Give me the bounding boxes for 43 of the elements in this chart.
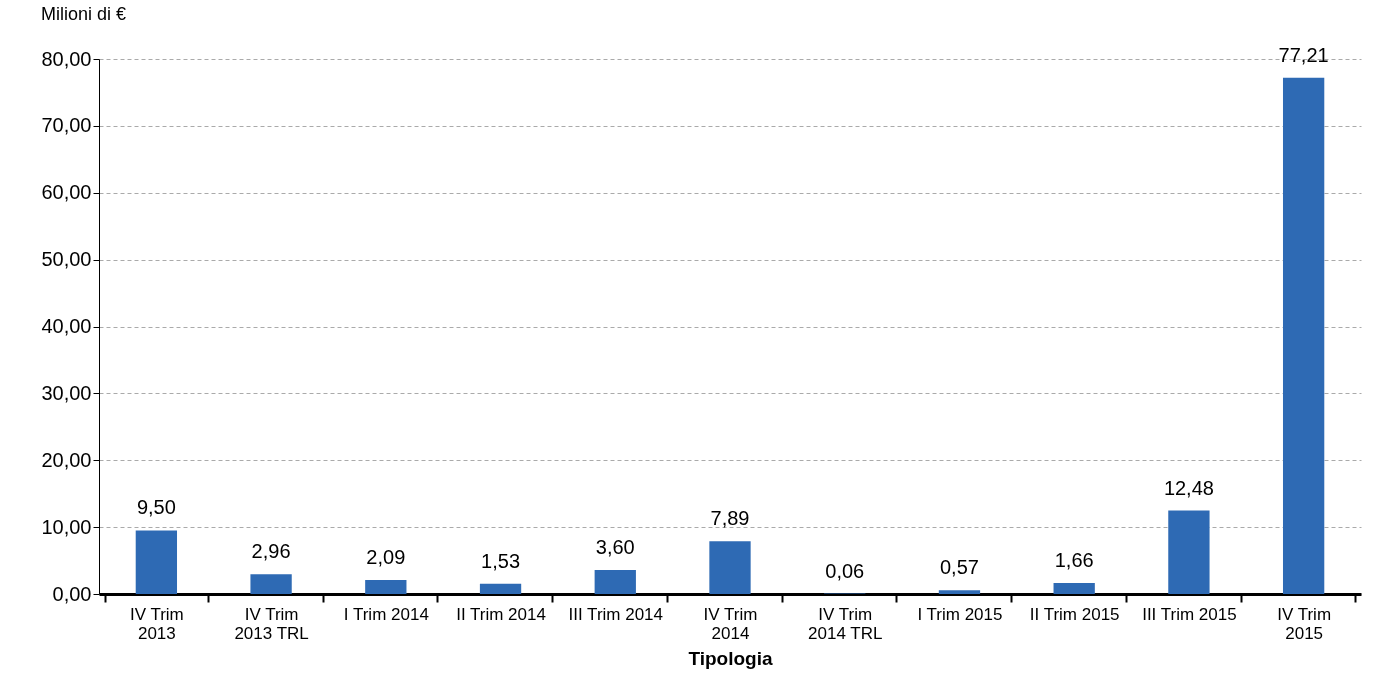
data-label: 2,09 bbox=[366, 546, 406, 569]
bar bbox=[938, 590, 981, 594]
data-label: 7,89 bbox=[710, 507, 750, 530]
y-tick-label: 80,00 bbox=[41, 47, 92, 70]
bar bbox=[709, 541, 751, 594]
bar bbox=[1053, 582, 1095, 594]
bar bbox=[250, 574, 292, 594]
data-label: 0,06 bbox=[825, 559, 865, 582]
data-label: 3,60 bbox=[595, 535, 635, 558]
x-tick-label: I Trim 2015 bbox=[917, 604, 1003, 624]
x-tick-label: I Trim 2014 bbox=[343, 604, 429, 624]
x-tick-label: IV Trim 2015 bbox=[1277, 604, 1332, 643]
data-label: 1,53 bbox=[481, 549, 521, 572]
data-label: 0,57 bbox=[939, 556, 979, 579]
y-tick-label: 60,00 bbox=[41, 181, 92, 204]
y-tick-label: 30,00 bbox=[41, 381, 92, 404]
data-label: 2,96 bbox=[251, 540, 291, 563]
x-tick-label: IV Trim 2014 bbox=[703, 604, 758, 643]
bar bbox=[1168, 510, 1210, 594]
y-tick-label: 0,00 bbox=[52, 582, 92, 605]
y-tick-label: 10,00 bbox=[41, 515, 92, 538]
x-tick-label: IV Trim 2013 TRL bbox=[234, 604, 309, 643]
x-tick-label: II Trim 2015 bbox=[1029, 604, 1120, 624]
y-axis-title: Milioni di € bbox=[40, 3, 126, 24]
data-label: 1,66 bbox=[1054, 548, 1094, 571]
bar bbox=[365, 580, 407, 594]
data-label: 12,48 bbox=[1163, 476, 1214, 499]
x-tick-label: III Trim 2014 bbox=[568, 604, 664, 624]
bar bbox=[1282, 77, 1325, 594]
y-tick-label: 20,00 bbox=[41, 448, 92, 471]
y-tick-label: 50,00 bbox=[41, 248, 92, 271]
y-tick-label: 40,00 bbox=[41, 315, 92, 337]
x-tick-label: IV Trim 2014 TRL bbox=[808, 604, 883, 643]
x-tick-label: II Trim 2014 bbox=[456, 604, 546, 624]
y-tick-label: 70,00 bbox=[41, 114, 92, 137]
x-tick-label: IV Trim 2013 bbox=[129, 604, 184, 643]
bar bbox=[594, 569, 636, 594]
x-axis-title: Tipologia bbox=[688, 647, 773, 669]
bar bbox=[135, 530, 178, 594]
bar bbox=[479, 583, 522, 594]
x-tick-label: III Trim 2015 bbox=[1142, 604, 1237, 624]
data-label: 9,50 bbox=[136, 496, 176, 519]
data-label: 77,21 bbox=[1278, 43, 1329, 66]
